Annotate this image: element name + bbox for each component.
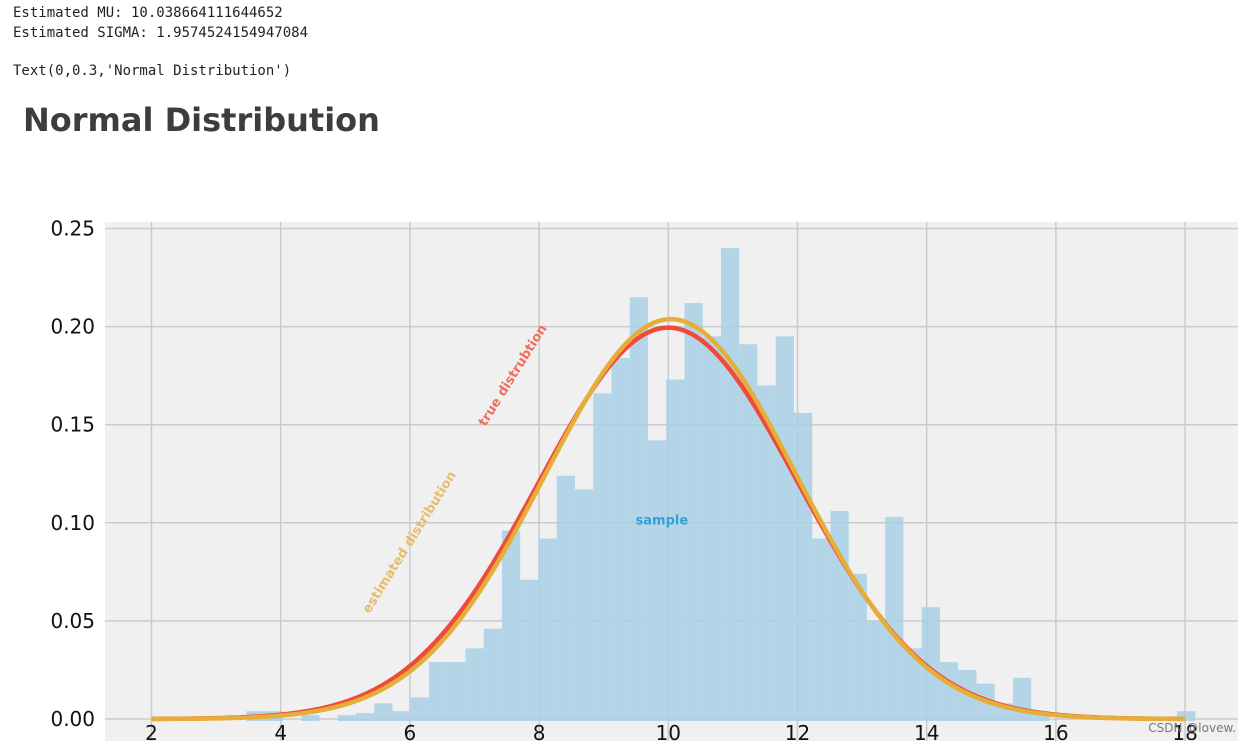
histogram-bar bbox=[702, 336, 721, 721]
histogram-bar bbox=[921, 607, 940, 721]
histogram-bar bbox=[848, 573, 867, 721]
histogram-bar bbox=[939, 662, 959, 721]
estimated-distribution-curve bbox=[151, 316, 1186, 722]
y-tick-label: 0.15 bbox=[50, 413, 95, 437]
histogram-bar bbox=[337, 715, 356, 721]
histogram-bar bbox=[812, 538, 831, 721]
estimated-mu-line: Estimated MU: 10.038664111644652 bbox=[13, 5, 283, 21]
histogram-bar bbox=[903, 648, 922, 721]
histogram-bar bbox=[483, 628, 502, 721]
histogram-bar bbox=[355, 713, 375, 721]
histogram-bar bbox=[593, 393, 612, 721]
x-tick-label: 4 bbox=[274, 721, 287, 741]
histogram-bar bbox=[611, 357, 630, 721]
x-tick-label: 2 bbox=[145, 721, 158, 741]
curves bbox=[151, 316, 1186, 722]
histogram-bar bbox=[666, 379, 685, 721]
histogram-bar bbox=[775, 336, 794, 721]
histogram-bar bbox=[684, 303, 703, 721]
histogram-bar bbox=[374, 703, 393, 721]
histogram-bar bbox=[520, 579, 539, 721]
histogram-bar bbox=[720, 248, 740, 721]
histogram-bar bbox=[866, 620, 886, 721]
y-tick-label: 0.00 bbox=[50, 707, 95, 731]
y-tick-label: 0.05 bbox=[50, 609, 95, 633]
histogram-bar bbox=[1177, 711, 1196, 721]
x-tick-label: 16 bbox=[1043, 721, 1068, 741]
histogram-bar bbox=[739, 344, 758, 721]
y-tick-label: 0.10 bbox=[50, 511, 95, 535]
histogram-bar bbox=[392, 711, 411, 721]
histogram-bar bbox=[501, 530, 521, 721]
histogram-bar bbox=[410, 697, 429, 721]
histogram-bar bbox=[885, 516, 904, 721]
x-tick-label: 6 bbox=[404, 721, 417, 741]
histogram-bar bbox=[538, 538, 557, 721]
chart-title: Normal Distribution bbox=[23, 101, 380, 139]
histogram-bar bbox=[556, 475, 575, 721]
y-tick-labels: 0.00 0.05 0.10 0.15 0.20 0.25 bbox=[50, 217, 95, 732]
x-tick-label: 14 bbox=[914, 721, 939, 741]
histogram-bar bbox=[757, 385, 776, 721]
histogram-bar bbox=[793, 412, 813, 721]
x-tick-label: 12 bbox=[785, 721, 810, 741]
x-tick-label: 18 bbox=[1172, 721, 1197, 741]
histogram-bar bbox=[647, 440, 667, 721]
histogram-bar bbox=[1031, 711, 1050, 721]
histogram-bar bbox=[1012, 677, 1032, 721]
x-tick-labels: 2 4 6 8 10 12 14 16 18 bbox=[145, 721, 1198, 741]
histogram-bars bbox=[246, 248, 1196, 721]
histogram-bar bbox=[629, 297, 648, 721]
histogram-bar bbox=[301, 715, 320, 721]
x-tick-label: 10 bbox=[656, 721, 681, 741]
estimated-sigma-line: Estimated SIGMA: 1.9574524154947084 bbox=[13, 25, 309, 41]
histogram-bar bbox=[465, 648, 484, 721]
text-repr-line: Text(0,0.3,'Normal Distribution') bbox=[13, 63, 292, 79]
y-tick-label: 0.20 bbox=[50, 315, 95, 339]
watermark: CSDN @lovew. bbox=[1148, 721, 1236, 735]
y-tick-label: 0.25 bbox=[50, 217, 95, 241]
histogram-bar bbox=[574, 489, 594, 721]
histogram-bar bbox=[447, 662, 466, 721]
histogram-bar bbox=[428, 662, 448, 721]
x-tick-label: 8 bbox=[533, 721, 546, 741]
cell-output-repr: Text(0,0.3,'Normal Distribution') bbox=[13, 61, 291, 81]
sample-label: sample bbox=[636, 513, 689, 528]
cell-output-stdout: Estimated MU: 10.038664111644652 Estimat… bbox=[13, 3, 308, 43]
